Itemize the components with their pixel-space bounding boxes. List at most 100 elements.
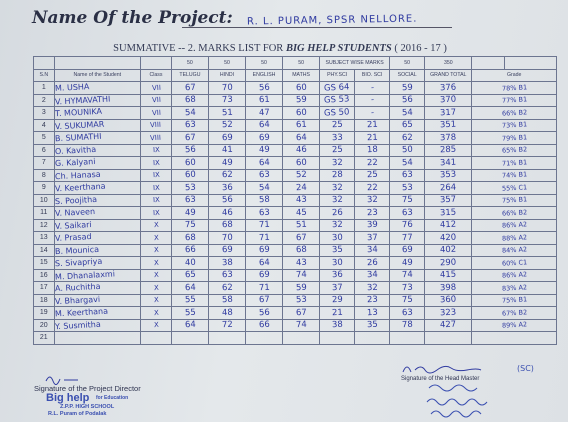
cell-name-text: B. SUMATHI [54, 132, 102, 144]
cell-cls-text: X [153, 283, 159, 292]
headmaster-caption: Signature of the Head Master [401, 376, 480, 382]
cell-name: V. SUKUMAR [53, 118, 142, 132]
cell-soc: 63 [389, 206, 426, 220]
cell-name: G. Kalyani [53, 156, 142, 170]
header-grand-total: GRAND TOTAL [424, 68, 473, 82]
table-row: 4 V. SUKUMAR VIII 63 52 64 61 25 21 65 351 73% B1 [33, 118, 557, 132]
cell-mat: 46 [282, 143, 321, 157]
cell-soc-text: 50 [401, 144, 413, 156]
cell-sn-text: 19 [39, 309, 48, 317]
cell-total: 317 [424, 106, 473, 120]
cell-total-text: 264 [439, 182, 457, 194]
cell-name-text: V. HYMAVATHI [54, 94, 111, 107]
cell-sn-text: 6 [41, 146, 46, 154]
cell-mat: 61 [282, 118, 321, 132]
cell-total: 376 [424, 81, 473, 95]
cell-phy: GS 50 [319, 106, 356, 120]
max-maths: 50 [282, 56, 321, 70]
cell-name: M. USHA [53, 81, 142, 95]
cell-grade-text: 84% A2 [501, 245, 527, 255]
cell-sn: 4 [33, 118, 55, 132]
cell-hin-text: 36 [221, 182, 233, 194]
cell-total-text: 376 [439, 82, 457, 94]
max-hindi: 50 [207, 56, 247, 70]
cell-name-text: S. Poojitha [54, 194, 97, 206]
cell-grade-text: 78% B1 [501, 83, 527, 93]
cell-tel: 68 [170, 231, 209, 245]
cell-phy-text: GS 64 [324, 82, 351, 94]
cell-soc: 69 [389, 243, 426, 257]
cell-eng: 64 [245, 156, 284, 170]
cell-phy-text: 26 [331, 207, 343, 219]
table-row: 10 S. Poojitha IX 63 56 58 43 32 32 75 357 75% B1 [33, 193, 557, 207]
cell-bio-text: 23 [366, 207, 378, 219]
cell-mat: 60 [282, 156, 321, 170]
cell-cls-text: X [153, 271, 159, 280]
cell-hin-text: 46 [221, 207, 233, 219]
cell-cls-text: IX [152, 146, 160, 155]
cell-total-text: 427 [439, 319, 457, 331]
cell-tel: 63 [170, 193, 209, 207]
cell-cls: VII [140, 93, 172, 107]
cell-grade-text: 74% B1 [501, 170, 527, 180]
cell-mat: 60 [282, 81, 321, 95]
header-row: S.N Name of the Student Class TELUGU HIN… [33, 68, 557, 82]
cell-phy-text: 25 [331, 119, 343, 131]
cell-total: 360 [424, 293, 473, 307]
cell-grade: 75% B1 [471, 193, 557, 207]
cell-tel: 55 [170, 306, 209, 320]
cell-tel: 65 [170, 268, 209, 282]
cell-eng: 71 [245, 218, 284, 232]
cell-tel: 64 [170, 318, 209, 332]
cell-phy: 33 [319, 131, 356, 145]
table-row: 3 T. MOUNIKA VII 54 51 47 60 GS 50 - 54 317 66% B2 [33, 106, 557, 120]
cell-sn: 8 [33, 168, 55, 182]
cell-tel: 68 [170, 93, 209, 107]
cell-grade-text: 86% A2 [501, 270, 527, 280]
cell-eng-text: 71 [258, 219, 270, 231]
cell-grade: 60% C1 [471, 256, 557, 270]
table-row: 16 M. Dhanalaxmi X 65 63 69 74 36 34 74 415 86% A2 [33, 268, 557, 282]
cell-sn-text: 18 [39, 296, 48, 304]
cell-total: 398 [424, 281, 473, 295]
cell-phy-text: 32 [331, 182, 343, 194]
cell-soc: 63 [389, 168, 426, 182]
cell-eng-text: 64 [258, 119, 270, 131]
cell-soc: 54 [389, 106, 426, 120]
cell-cls-text: X [153, 296, 159, 305]
cell-mat-text: 74 [295, 319, 307, 331]
cell-grade-text: 67% B2 [501, 308, 527, 318]
cell-eng-text: 58 [258, 194, 270, 206]
cell-mat: 24 [282, 181, 321, 195]
cell-name-text: S. Sivapriya [54, 257, 103, 269]
cell-tel-text: 68 [184, 232, 196, 244]
cell-grade: 71% B1 [471, 156, 557, 170]
cell-name-text: V. Bhargavi [54, 294, 100, 306]
cell-bio-text: 25 [366, 169, 378, 181]
cell-cls: IX [140, 193, 172, 207]
table-row: 9 V. Keerthana IX 53 36 54 24 32 22 53 264 55% C1 [33, 181, 557, 195]
cell-tel: 63 [170, 118, 209, 132]
cell-grade-text: 86% A2 [501, 220, 527, 230]
cell-mat: 64 [282, 131, 321, 145]
cell-tel: 53 [170, 181, 209, 195]
cell-hin-text: 70 [221, 232, 233, 244]
cell-phy: 35 [319, 243, 356, 257]
cell-grade-text: 75% B1 [501, 195, 527, 205]
cell-soc-text: 54 [401, 157, 413, 169]
cell-bio-text: 18 [366, 144, 378, 156]
cell-bio-text: 35 [366, 319, 378, 331]
cell-hin: 41 [207, 143, 247, 157]
cell-tel: 49 [170, 206, 209, 220]
cell-grade-text: 89% A2 [501, 320, 527, 330]
cell-cls-text: X [153, 258, 159, 267]
max-english: 50 [245, 56, 284, 70]
cell-bio-text: 34 [366, 269, 378, 281]
cell-eng-text: 64 [258, 157, 270, 169]
cell-cls-text: IX [152, 171, 160, 180]
cell-tel-text: 64 [184, 319, 196, 331]
cell-mat: 74 [282, 268, 321, 282]
cell-mat-text: 60 [295, 107, 307, 119]
cell-total-text: 415 [439, 269, 457, 281]
cell-bio: 32 [354, 281, 391, 295]
